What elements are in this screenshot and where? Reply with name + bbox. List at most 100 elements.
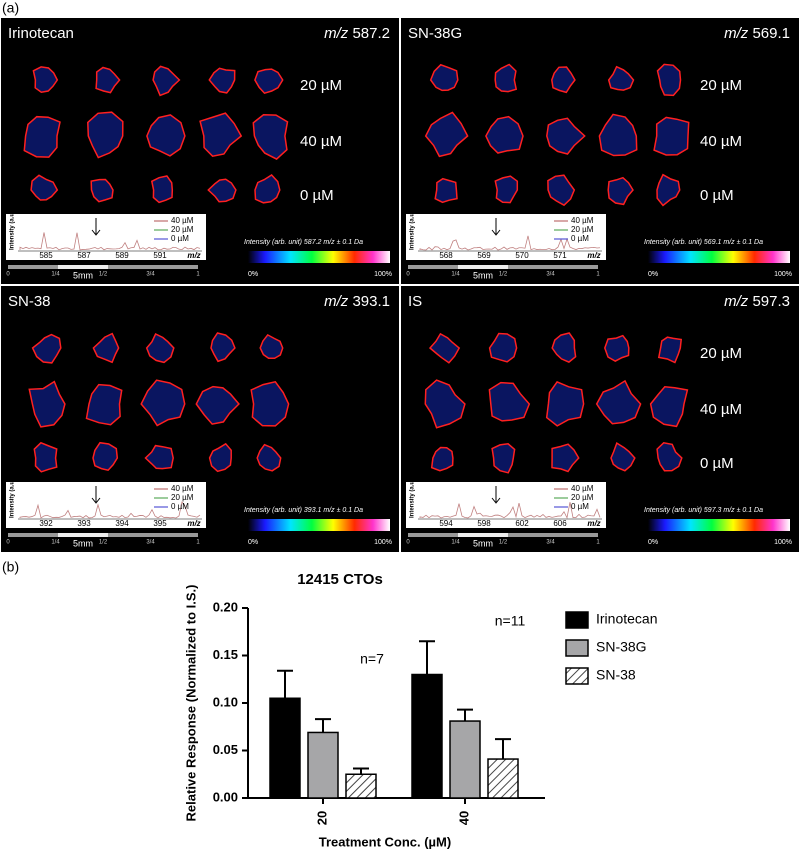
compound-name: IS <box>408 293 422 310</box>
x-tick-label: 40 <box>456 811 471 825</box>
y-tick-label: 0.00 <box>213 789 238 804</box>
tissue-section <box>207 178 237 203</box>
tissue-section <box>604 334 630 362</box>
inset-legend: 0 µM <box>571 234 589 243</box>
tissue-section <box>546 117 586 155</box>
concentration-label: 0 µM <box>300 187 334 204</box>
ruler-label: 1/4 <box>451 540 460 546</box>
tissue-section <box>208 67 236 94</box>
inset-tick: 394 <box>115 519 129 528</box>
legend-label: SN-38G <box>596 639 647 655</box>
x-tick-label: 20 <box>314 811 329 825</box>
inset-legend: 0 µM <box>571 502 589 511</box>
tissue-section <box>28 380 66 428</box>
inset-tick: 392 <box>39 519 53 528</box>
tissue-section <box>424 111 469 158</box>
inset-ylabel: Intensity (a.u.) <box>10 477 16 518</box>
inset-axis-label: m/z <box>187 251 200 260</box>
peak-arrow <box>91 218 101 236</box>
tissue-section <box>85 383 123 426</box>
ruler-label: 1 <box>196 540 200 546</box>
colorbar-min: 0% <box>248 271 258 278</box>
colorbar-label: Intensity (arb. unit) 393.1 m/z ± 0.1 Da <box>244 507 363 514</box>
ruler-label: 3/4 <box>546 540 555 546</box>
inset-tick: 589 <box>115 251 129 260</box>
inset-ylabel: Intensity (a.u.) <box>10 209 16 250</box>
inset-tick: 585 <box>39 251 53 260</box>
mz-label: m/z <box>724 293 749 310</box>
tissue-section <box>33 441 58 473</box>
tissue-section <box>140 379 186 427</box>
ruler-label: 1 <box>596 540 600 546</box>
compound-name: SN-38G <box>408 25 462 42</box>
ruler-label: 1/2 <box>99 272 108 278</box>
tissue-section <box>547 174 576 207</box>
tissue-section <box>208 442 232 473</box>
inset-axis-label: m/z <box>587 519 600 528</box>
mz-number: 597.3 <box>752 293 790 310</box>
concentration-label: 40 µM <box>300 133 342 150</box>
tissue-section <box>254 174 281 204</box>
error-bar <box>315 718 331 733</box>
tissue-section <box>491 443 516 474</box>
mz-number: 393.1 <box>352 293 390 310</box>
inset-tick: 395 <box>153 519 167 528</box>
peak-arrow <box>91 486 101 504</box>
inset-ylabel: Intensity (a.u.) <box>410 209 416 250</box>
ruler-label: 0 <box>406 272 410 278</box>
tissue-section <box>656 441 683 472</box>
tissue-section <box>150 175 174 204</box>
tissue-section <box>424 379 466 429</box>
peak-arrow <box>491 486 501 504</box>
tissue-section <box>653 116 690 156</box>
inset-tick: 569 <box>477 251 491 260</box>
inset-legend: 0 µM <box>171 234 189 243</box>
colorbar-min: 0% <box>648 539 658 546</box>
tissue-section <box>87 111 124 159</box>
inset-tick: 393 <box>77 519 91 528</box>
compound-name: SN-38 <box>8 293 51 310</box>
bar <box>307 731 339 799</box>
tissue-section <box>146 114 186 157</box>
mz-number: 569.1 <box>752 25 790 42</box>
inset-tick: 591 <box>153 251 167 260</box>
concentration-label: 0 µM <box>700 187 734 204</box>
ruler-label: 0 <box>6 540 10 546</box>
tissue-section <box>250 380 290 427</box>
ruler-label: 3/4 <box>546 272 555 278</box>
mz-label: m/z <box>324 293 349 310</box>
error-bar <box>495 738 511 760</box>
scale-bar-label: 5mm <box>73 270 93 280</box>
inset-axis-label: m/z <box>587 251 600 260</box>
bar <box>449 720 481 799</box>
concentration-label: 20 µM <box>700 77 742 94</box>
tissue-section <box>145 332 175 364</box>
annotation: n=11 <box>495 613 526 629</box>
tissue-section <box>199 112 243 158</box>
inset-box <box>406 482 606 528</box>
tissue-section <box>610 441 636 472</box>
inset-legend: 20 µM <box>171 225 194 234</box>
y-tick-label: 0.10 <box>213 694 238 709</box>
colorbar-label: Intensity (arb. unit) 587.2 m/z ± 0.1 Da <box>244 239 363 246</box>
scale-bar-label: 5mm <box>473 538 493 548</box>
ruler-label: 3/4 <box>146 540 155 546</box>
spectrum-trace <box>419 502 601 519</box>
ruler-label: 0 <box>406 540 410 546</box>
error-bar <box>353 767 369 775</box>
colorbar <box>648 519 790 531</box>
tissue-section <box>494 175 519 204</box>
y-tick-label: 0.20 <box>213 599 238 614</box>
concentration-label: 40 µM <box>700 401 742 418</box>
tissue-section <box>92 332 120 364</box>
inset-legend: 0 µM <box>171 502 189 511</box>
colorbar-label: Intensity (arb. unit) 569.1 m/z ± 0.1 Da <box>644 239 763 246</box>
compound-name: Irinotecan <box>8 25 74 42</box>
tissue-section <box>545 380 585 427</box>
